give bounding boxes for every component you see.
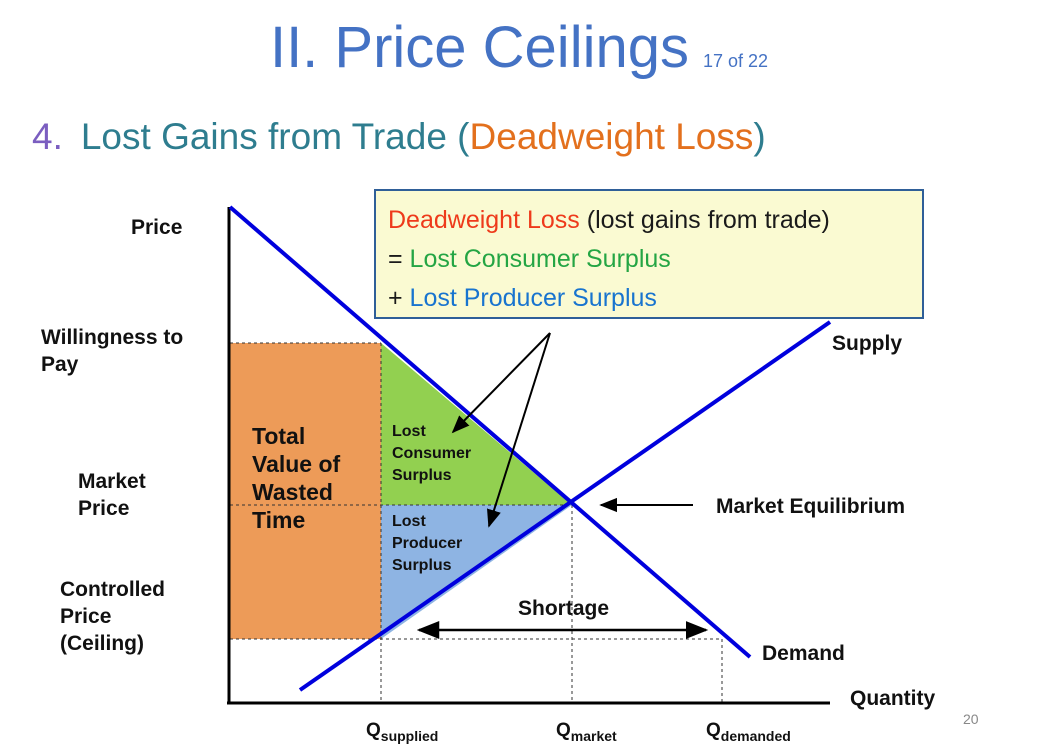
lps-line-3: Surplus — [392, 557, 452, 574]
section-heading: 4. Lost Gains from Trade (Deadweight Loss… — [32, 116, 766, 158]
callout-arrow-producer — [487, 332, 551, 528]
market-price-line-2: Price — [78, 497, 130, 520]
lcs-line-1: Lost — [392, 423, 426, 440]
q-market-main: Q — [556, 720, 571, 741]
q-supplied-main: Q — [366, 720, 381, 741]
callout-dwl-desc: (lost gains from trade) — [579, 206, 830, 234]
controlled-price-line-2: Price — [60, 605, 112, 628]
wasted-time-line-4: Time — [252, 507, 306, 533]
callout-lost-consumer: Lost Consumer Surplus — [409, 245, 671, 273]
q-demanded-main: Q — [706, 720, 721, 741]
q-supplied-sub: supplied — [380, 727, 439, 744]
title-main: II. Price Ceilings — [269, 15, 689, 80]
section-number: 4. — [32, 116, 63, 157]
wasted-time-line-2: Value of — [252, 451, 341, 477]
section-prefix: Lost Gains from Trade ( — [80, 116, 470, 157]
market-equilibrium-label: Market Equilibrium — [716, 495, 906, 518]
callout-line-1: Deadweight Loss (lost gains from trade) — [388, 201, 922, 240]
lps-line-1: Lost — [392, 513, 426, 530]
wtp-line-1: Willingness to — [41, 326, 184, 349]
lps-line-2: Producer — [392, 535, 463, 552]
lost-consumer-surplus-label: Lost Consumer Surplus — [392, 421, 471, 487]
slide-counter: 17 of 22 — [702, 51, 769, 71]
controlled-price-line-3: (Ceiling) — [60, 632, 144, 655]
page-number: 20 — [963, 711, 979, 727]
callout-equals: = — [388, 245, 410, 273]
market-price-line-1: Market — [78, 470, 146, 493]
q-market-label: Qmarket — [556, 720, 617, 744]
q-demanded-label: Qdemanded — [706, 720, 791, 744]
supply-curve — [298, 320, 832, 692]
wasted-time-line-3: Wasted — [252, 479, 333, 505]
demand-label: Demand — [762, 642, 845, 665]
demand-curve — [228, 205, 752, 659]
wasted-time-label: Total Value of Wasted Time — [252, 422, 340, 534]
wtp-label: Willingness to Pay — [41, 324, 183, 378]
q-supplied-label: Qsupplied — [366, 720, 438, 744]
callout-line-2: = Lost Consumer Surplus — [388, 240, 922, 279]
callout-dwl: Deadweight Loss — [388, 206, 580, 234]
guide-lines — [230, 342, 723, 703]
supply-label: Supply — [832, 332, 903, 355]
deadweight-loss-callout: Deadweight Loss (lost gains from trade) … — [374, 189, 924, 319]
callout-lost-producer: Lost Producer Surplus — [409, 284, 657, 312]
price-axis-label: Price — [131, 216, 183, 239]
page-title: II. Price Ceilings 17 of 22 — [0, 14, 1038, 81]
controlled-price-line-1: Controlled — [60, 578, 165, 601]
wtp-line-2: Pay — [41, 353, 79, 376]
q-demanded-sub: demanded — [720, 727, 791, 744]
lost-producer-surplus-region — [381, 505, 572, 639]
wasted-time-line-1: Total — [252, 423, 306, 449]
controlled-price-label: Controlled Price (Ceiling) — [60, 576, 165, 657]
market-price-label: Market Price — [78, 468, 146, 522]
lost-producer-surplus-label: Lost Producer Surplus — [392, 511, 462, 577]
q-market-sub: market — [570, 727, 617, 744]
section-suffix: ) — [753, 116, 766, 157]
callout-line-3: + Lost Producer Surplus — [388, 279, 922, 318]
section-highlight: Deadweight Loss — [469, 116, 754, 157]
callout-arrow-consumer — [451, 332, 551, 434]
lcs-line-2: Consumer — [392, 445, 472, 462]
callout-plus: + — [388, 284, 410, 312]
lost-consumer-surplus-region — [381, 343, 572, 505]
wasted-time-region — [230, 343, 381, 639]
quantity-axis-label: Quantity — [850, 687, 936, 710]
lcs-line-3: Surplus — [392, 467, 452, 484]
shortage-label: Shortage — [518, 597, 610, 620]
